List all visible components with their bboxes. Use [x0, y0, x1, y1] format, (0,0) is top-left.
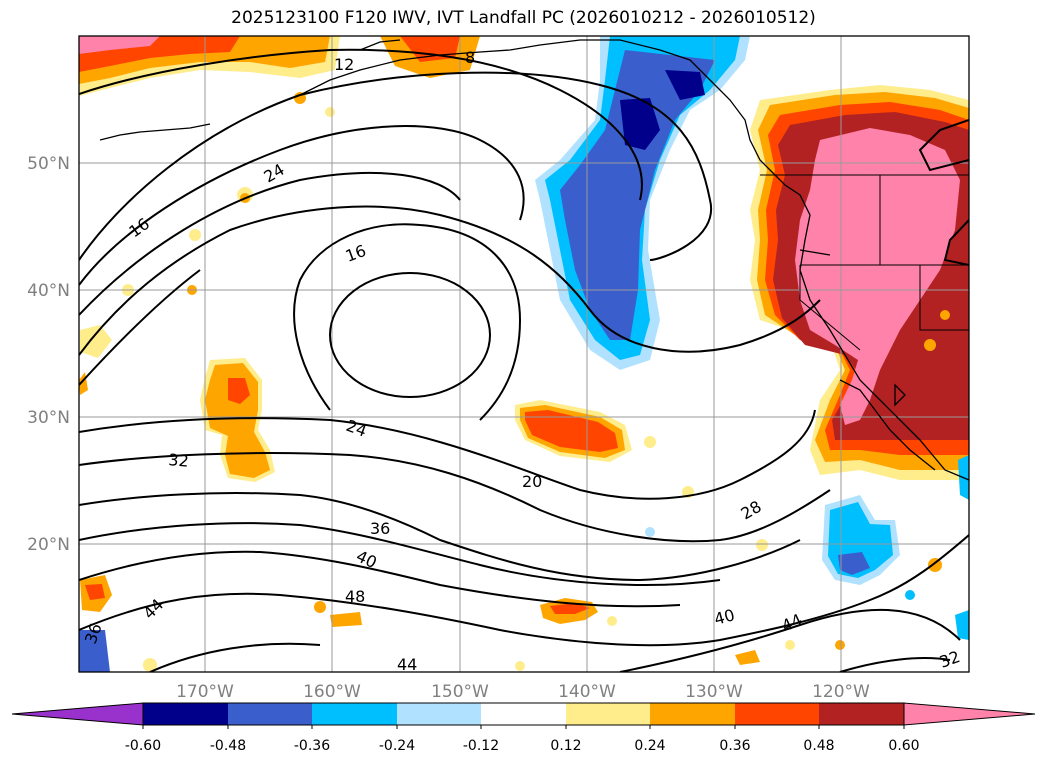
contour-labels: 8 12 24 16 16 24 32 20 36 40 28 48 44 40…	[81, 48, 963, 674]
latitude-labels: 50°N 40°N 30°N 20°N	[27, 154, 70, 555]
colorbar-tick-label: -0.36	[294, 738, 330, 754]
colorbar-segment	[735, 703, 819, 725]
colorbar-tick-label: -0.48	[210, 738, 246, 754]
colorbar-segment	[143, 703, 228, 725]
shading-layer	[79, 36, 969, 672]
colorbar-tick-label: -0.12	[463, 738, 499, 754]
colorbar-tick-label: -0.60	[125, 738, 161, 754]
lon-label: 130°W	[685, 682, 743, 702]
coastlines	[99, 39, 969, 481]
lat-label: 30°N	[27, 408, 70, 428]
colorbar-tick-label: 0.24	[634, 738, 665, 754]
map-frame	[78, 35, 970, 673]
contour-lines	[79, 48, 969, 672]
longitude-labels: 170°W 160°W 150°W 140°W 130°W 120°W	[176, 682, 870, 702]
contour-label: 36	[370, 519, 390, 538]
contour-label: 48	[345, 587, 365, 606]
borders	[760, 174, 969, 351]
colorbar-tick-label: 0.48	[803, 738, 834, 754]
lon-label: 170°W	[176, 682, 234, 702]
contour-label: 8	[465, 48, 475, 67]
colorbar-extend-low	[11, 702, 144, 726]
lat-label: 20°N	[27, 535, 70, 555]
lon-label: 150°W	[431, 682, 489, 702]
contour-label: 32	[168, 450, 190, 471]
lat-label: 50°N	[27, 154, 70, 174]
colorbar-tick-label: -0.24	[379, 738, 415, 754]
map-title: 2025123100 F120 IWV, IVT Landfall PC (20…	[231, 8, 816, 28]
colorbar-extend-high	[903, 702, 1036, 726]
colorbar: -0.60 -0.48 -0.36 -0.24 -0.12 0.12 0.24 …	[11, 702, 1036, 754]
colorbar-segment	[228, 703, 312, 725]
map-area: 8 12 24 16 16 24 32 20 36 40 28 48 44 40…	[79, 36, 969, 674]
colorbar-tick-label: 0.12	[550, 738, 581, 754]
contour-label: 20	[522, 472, 542, 491]
colorbar-segment	[481, 703, 566, 725]
colorbar-segment	[819, 703, 904, 725]
colorbar-segment	[650, 703, 735, 725]
contour-label: 40	[712, 605, 737, 629]
colorbar-tick-label: 0.36	[719, 738, 750, 754]
contour-label: 44	[397, 655, 417, 674]
colorbar-segment	[397, 703, 481, 725]
colorbar-segment	[566, 703, 650, 725]
lon-label: 160°W	[303, 682, 361, 702]
lon-label: 140°W	[558, 682, 616, 702]
colorbar-tick-label: 0.60	[888, 738, 919, 754]
lon-label: 120°W	[812, 682, 870, 702]
colorbar-segment	[312, 703, 397, 725]
lat-label: 40°N	[27, 281, 70, 301]
contour-label: 12	[334, 55, 354, 74]
